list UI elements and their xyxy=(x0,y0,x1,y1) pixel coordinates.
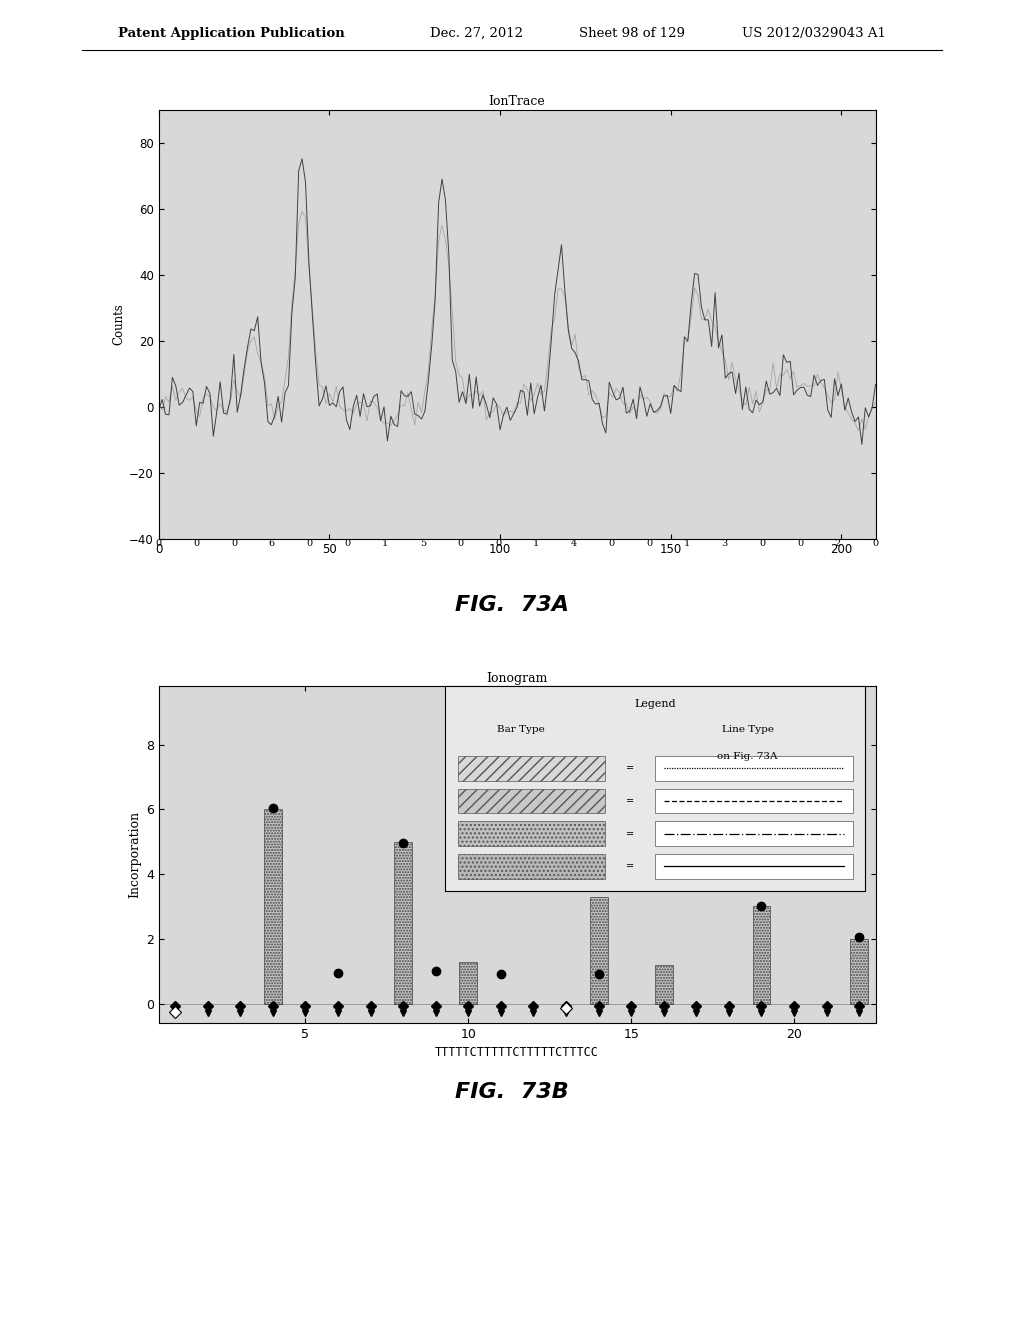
Y-axis label: Counts: Counts xyxy=(112,304,125,345)
Bar xyxy=(655,756,853,780)
Text: 0: 0 xyxy=(496,539,502,548)
Bar xyxy=(458,789,605,813)
Bar xyxy=(458,821,605,846)
Text: FIG.  73A: FIG. 73A xyxy=(455,595,569,615)
Bar xyxy=(753,907,770,1003)
Text: FIG.  73B: FIG. 73B xyxy=(455,1082,569,1102)
Bar xyxy=(850,939,868,1003)
Text: 2: 2 xyxy=(835,539,841,548)
Text: 0: 0 xyxy=(156,539,162,548)
Bar xyxy=(458,854,605,879)
Text: 0: 0 xyxy=(344,539,350,548)
Text: Bar Type: Bar Type xyxy=(497,725,545,734)
Text: 0: 0 xyxy=(608,539,614,548)
Text: Sheet 98 of 129: Sheet 98 of 129 xyxy=(579,26,685,40)
Text: 0: 0 xyxy=(306,539,312,548)
Bar xyxy=(655,821,853,846)
Text: 0: 0 xyxy=(194,539,200,548)
Bar xyxy=(394,842,412,1003)
Bar xyxy=(264,809,282,1003)
Bar xyxy=(460,961,477,1003)
X-axis label: TTTTTCTTTTTCTTTTTCTTTCC: TTTTTCTTTTTCTTTTTCTTTCC xyxy=(435,1047,599,1060)
Text: 0: 0 xyxy=(231,539,238,548)
Text: 6: 6 xyxy=(269,539,275,548)
Bar xyxy=(654,965,673,1003)
Bar xyxy=(590,896,607,1003)
Text: =: = xyxy=(626,796,634,807)
Text: =: = xyxy=(626,862,634,871)
Text: 0: 0 xyxy=(646,539,652,548)
Text: =: = xyxy=(626,763,634,774)
Text: 3: 3 xyxy=(722,539,728,548)
Text: 0: 0 xyxy=(458,539,464,548)
Title: Ionogram: Ionogram xyxy=(486,672,548,685)
Text: 0: 0 xyxy=(872,539,879,548)
Bar xyxy=(458,756,605,780)
Text: Patent Application Publication: Patent Application Publication xyxy=(118,26,344,40)
Text: 4: 4 xyxy=(570,539,577,548)
Title: IonTrace: IonTrace xyxy=(488,95,546,108)
Bar xyxy=(655,789,853,813)
Text: 5: 5 xyxy=(420,539,426,548)
Text: Line Type: Line Type xyxy=(722,725,774,734)
Text: 0: 0 xyxy=(759,539,765,548)
Text: Legend: Legend xyxy=(635,698,676,709)
Text: Dec. 27, 2012: Dec. 27, 2012 xyxy=(430,26,523,40)
Bar xyxy=(655,854,853,879)
Text: on Fig. 73A: on Fig. 73A xyxy=(718,752,778,760)
Y-axis label: Incorporation: Incorporation xyxy=(129,810,141,899)
Text: =: = xyxy=(626,829,634,838)
Text: 1: 1 xyxy=(532,539,539,548)
Text: 1: 1 xyxy=(382,539,388,548)
Text: 1: 1 xyxy=(684,539,690,548)
Text: 0: 0 xyxy=(797,539,803,548)
Text: US 2012/0329043 A1: US 2012/0329043 A1 xyxy=(742,26,887,40)
